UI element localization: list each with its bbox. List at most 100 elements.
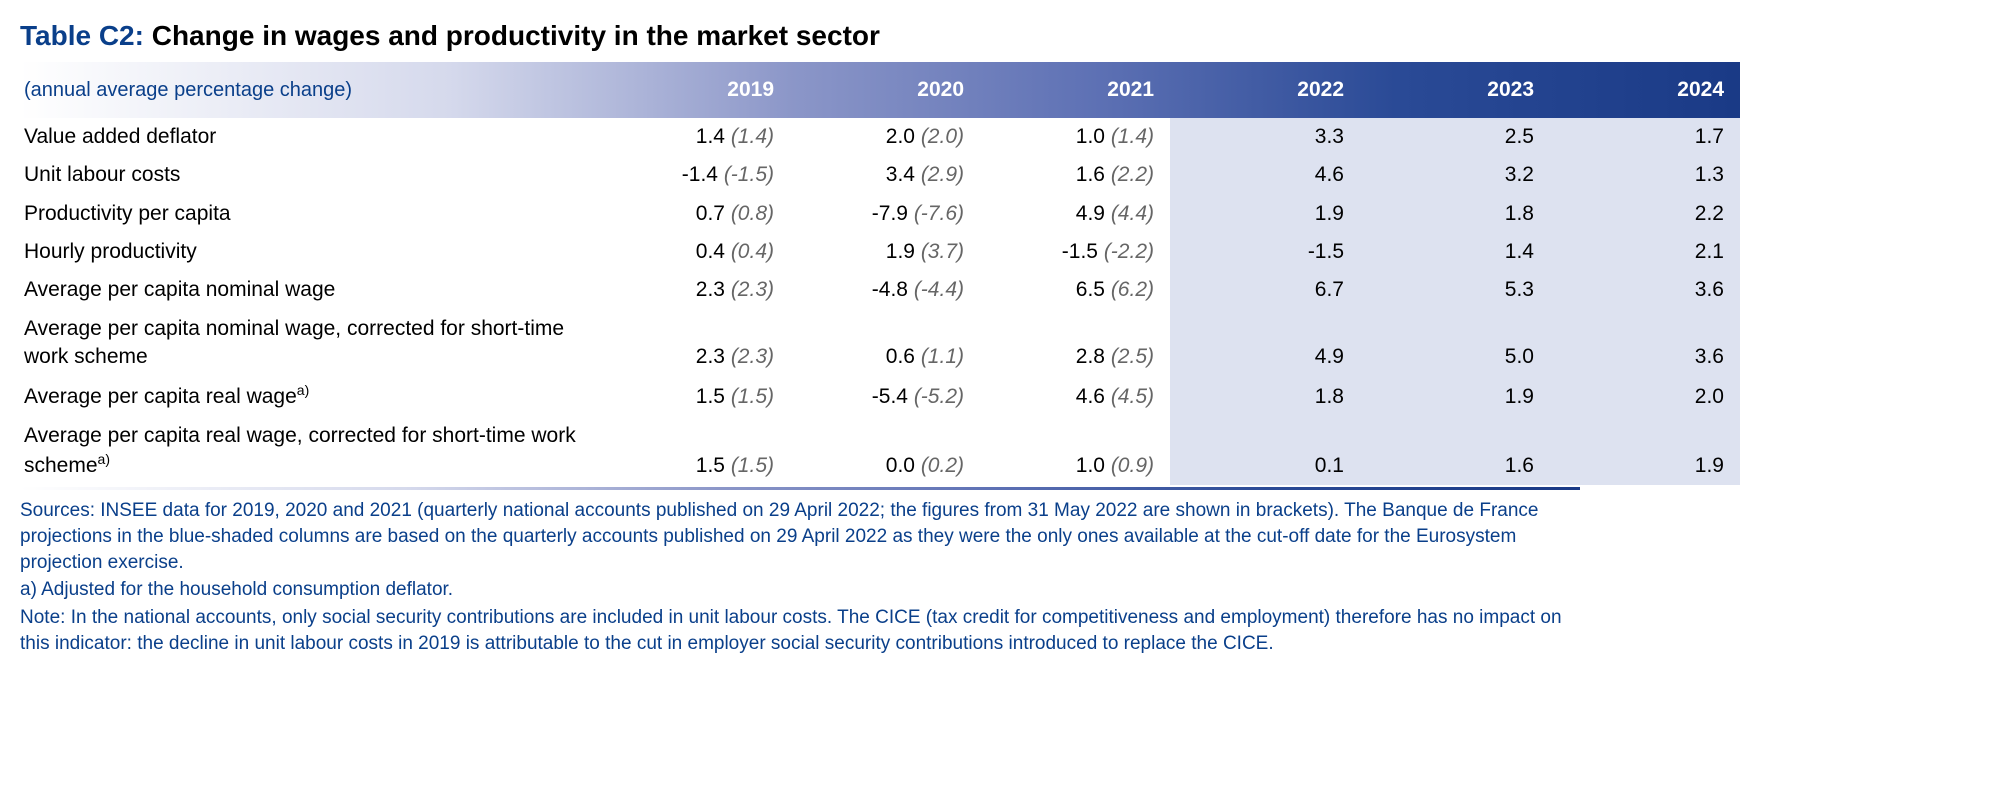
cell-value: 1.8	[1315, 385, 1344, 408]
cell-value: -1.5	[1308, 240, 1344, 263]
cell-value: -1.4	[682, 163, 718, 186]
cell: 0.1	[1170, 417, 1360, 486]
cell-value: 4.6	[1076, 385, 1105, 408]
cell: 6.7	[1170, 271, 1360, 309]
cell: -1.4 (-1.5)	[600, 156, 790, 194]
table-row: Average per capita nominal wage, correct…	[20, 310, 1740, 377]
cell: 3.3	[1170, 118, 1360, 156]
cell: 5.3	[1360, 271, 1550, 309]
cell: 2.3 (2.3)	[600, 310, 790, 377]
header-subtitle: (annual average percentage change)	[20, 62, 600, 118]
cell-value: -1.5	[1062, 240, 1098, 263]
cell: 1.4 (1.4)	[600, 118, 790, 156]
cell-value: 5.3	[1505, 278, 1534, 301]
cell-value: 2.3	[696, 278, 725, 301]
cell: 1.3	[1550, 156, 1740, 194]
cell-paren: (4.5)	[1111, 385, 1154, 408]
wages-productivity-table: (annual average percentage change) 2019 …	[20, 62, 1740, 485]
row-label: Value added deflator	[20, 118, 600, 156]
cell: 1.5 (1.5)	[600, 376, 790, 416]
row-label-text: Average per capita nominal wage, correct…	[24, 317, 564, 368]
table-row: Average per capita real wagea)1.5 (1.5)-…	[20, 376, 1740, 416]
row-label-text: Productivity per capita	[24, 202, 231, 225]
table-row: Hourly productivity0.4 (0.4)1.9 (3.7) -1.…	[20, 233, 1740, 271]
cell-value: 2.2	[1695, 202, 1724, 225]
col-year: 2023	[1360, 62, 1550, 118]
cell: 5.0	[1360, 310, 1550, 377]
row-label: Average per capita real wagea)	[20, 376, 600, 416]
cell: 6.5 (6.2)	[980, 271, 1170, 309]
cell-paren: (0.4)	[731, 240, 774, 263]
row-label-superscript: a)	[297, 382, 309, 398]
cell: 0.4 (0.4)	[600, 233, 790, 271]
cell-value: 1.6	[1505, 454, 1534, 477]
cell: 4.6 (4.5)	[980, 376, 1170, 416]
cell: 1.6 (2.2)	[980, 156, 1170, 194]
cell: 1.9	[1360, 376, 1550, 416]
cell: 1.6	[1360, 417, 1550, 486]
table-row: Productivity per capita0.7 (0.8)-7.9 (-7…	[20, 195, 1740, 233]
cell-value: 2.0	[1695, 385, 1724, 408]
cell-value: 0.6	[886, 345, 915, 368]
cell-value: 1.5	[696, 385, 725, 408]
row-label-text: Unit labour costs	[24, 163, 180, 186]
cell-value: 5.0	[1505, 345, 1534, 368]
row-label: Hourly productivity	[20, 233, 600, 271]
row-label-text: Average per capita real wage	[24, 385, 297, 408]
cell: 4.6	[1170, 156, 1360, 194]
cell-value: 1.4	[1505, 240, 1534, 263]
cell-value: 1.9	[1695, 454, 1724, 477]
cell: 2.8 (2.5)	[980, 310, 1170, 377]
cell: 3.6	[1550, 271, 1740, 309]
cell-value: 6.5	[1076, 278, 1105, 301]
cell-value: 0.0	[886, 454, 915, 477]
cell: 2.3 (2.3)	[600, 271, 790, 309]
cell: 1.9 (3.7)	[790, 233, 980, 271]
row-label: Unit labour costs	[20, 156, 600, 194]
cell-paren: (-2.2)	[1104, 240, 1154, 263]
cell: 4.9	[1170, 310, 1360, 377]
cell-value: 4.9	[1315, 345, 1344, 368]
cell: 0.6 (1.1)	[790, 310, 980, 377]
cell-paren: (-5.2)	[914, 385, 964, 408]
cell: -5.4 (-5.2)	[790, 376, 980, 416]
cell-value: 2.8	[1076, 345, 1105, 368]
cell-value: 2.0	[886, 125, 915, 148]
cell: 1.9	[1170, 195, 1360, 233]
cell-paren: (-7.6)	[914, 202, 964, 225]
cell-paren: (2.0)	[921, 125, 964, 148]
cell-value: 4.9	[1076, 202, 1105, 225]
cell: 2.0 (2.0)	[790, 118, 980, 156]
cell-value: 1.9	[1315, 202, 1344, 225]
col-year: 2019	[600, 62, 790, 118]
cell-paren: (1.5)	[731, 454, 774, 477]
cell-value: 3.6	[1695, 345, 1724, 368]
cell-value: 2.1	[1695, 240, 1724, 263]
cell-value: 0.1	[1315, 454, 1344, 477]
cell-value: 1.9	[886, 240, 915, 263]
cell: 1.8	[1360, 195, 1550, 233]
col-year: 2022	[1170, 62, 1360, 118]
table-row: Value added deflator1.4 (1.4)2.0 (2.0)1.…	[20, 118, 1740, 156]
cell-value: 1.6	[1076, 163, 1105, 186]
cell: 1.8	[1170, 376, 1360, 416]
cell-value: 1.5	[696, 454, 725, 477]
table-body: Value added deflator1.4 (1.4)2.0 (2.0)1.…	[20, 118, 1740, 485]
row-label: Average per capita nominal wage	[20, 271, 600, 309]
cell: -4.8 (-4.4)	[790, 271, 980, 309]
footnote-sources: Sources: INSEE data for 2019, 2020 and 2…	[20, 498, 1580, 575]
cell-value: 1.0	[1076, 125, 1105, 148]
cell-paren: (6.2)	[1111, 278, 1154, 301]
cell-value: 3.3	[1315, 125, 1344, 148]
cell-paren: (2.9)	[921, 163, 964, 186]
cell-paren: (-1.5)	[724, 163, 774, 186]
cell: 1.4	[1360, 233, 1550, 271]
cell-paren: (0.9)	[1111, 454, 1154, 477]
cell-value: 3.4	[886, 163, 915, 186]
cell: -7.9 (-7.6)	[790, 195, 980, 233]
cell-value: 4.6	[1315, 163, 1344, 186]
cell-value: 1.3	[1695, 163, 1724, 186]
cell-paren: (1.4)	[1111, 125, 1154, 148]
cell-paren: (2.3)	[731, 345, 774, 368]
cell: 2.0	[1550, 376, 1740, 416]
